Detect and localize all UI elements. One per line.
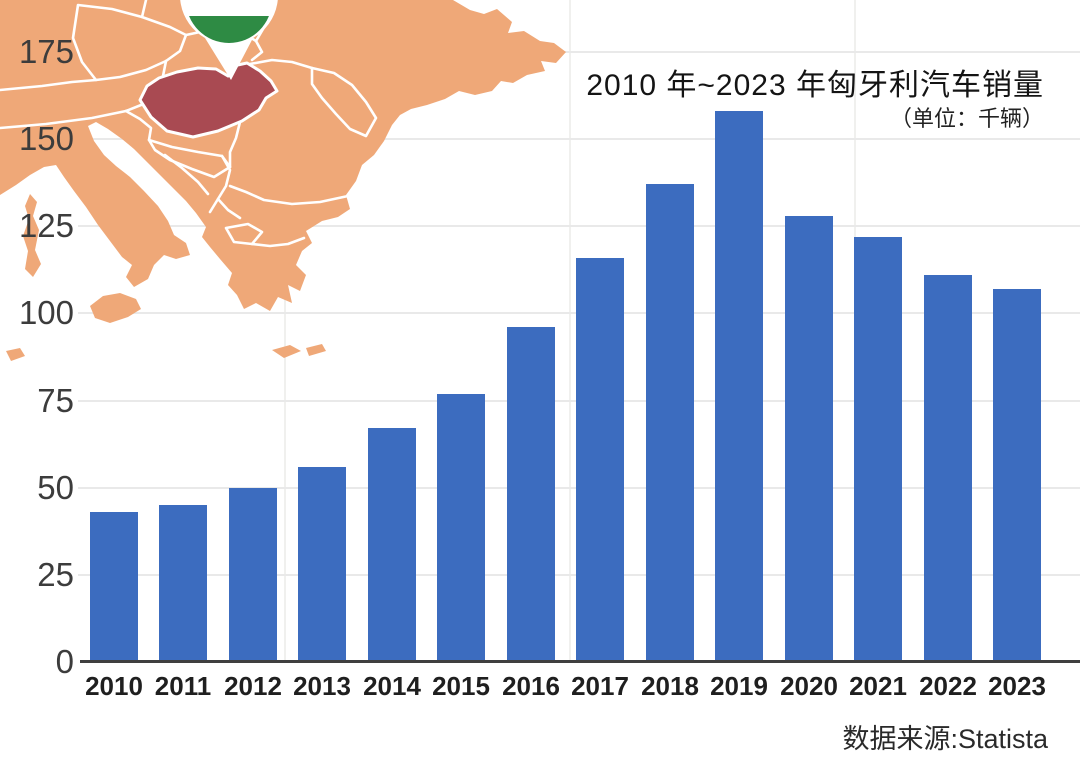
map-islands: [6, 194, 326, 361]
x-axis-label-2017: 2017: [571, 671, 629, 701]
x-axis-label-2022: 2022: [919, 671, 977, 701]
y-axis-tick-label-175: 175: [18, 33, 74, 70]
map-landmass: [0, 0, 566, 311]
x-axis-label-2018: 2018: [641, 671, 699, 701]
chart-unit-note: （单位：千辆）: [889, 107, 1044, 132]
gridline-y-125: [78, 225, 1080, 227]
bar-2012: [229, 488, 277, 662]
y-axis-tick-label-75: 75: [37, 382, 74, 419]
bar-2023: [993, 289, 1041, 662]
chart-title: 2010 年~2023 年匈牙利汽车销量: [586, 69, 1044, 102]
bar-2011: [159, 505, 207, 662]
y-axis-tick-label-0: 0: [55, 643, 74, 680]
x-axis-line: [80, 660, 1080, 663]
y-axis-tick-label-25: 25: [37, 556, 74, 593]
bar-2014: [368, 428, 416, 662]
data-source-label: 数据来源:Statista: [842, 724, 1048, 754]
x-axis-label-2020: 2020: [780, 671, 838, 701]
gridline-vertical: [284, 0, 286, 660]
bar-2015: [437, 394, 485, 662]
gridline-y-150: [78, 138, 1080, 140]
y-axis-tick-label-50: 50: [37, 469, 74, 506]
hungary-shape: [138, 61, 279, 139]
bar-2021: [854, 237, 902, 662]
x-axis-label-2019: 2019: [710, 671, 768, 701]
bar-2013: [298, 467, 346, 662]
x-axis-label-2015: 2015: [432, 671, 490, 701]
x-axis-label-2016: 2016: [502, 671, 560, 701]
bar-2010: [90, 512, 138, 662]
y-axis-tick-label-150: 150: [18, 120, 74, 157]
europe-map: [0, 0, 566, 361]
bar-2022: [924, 275, 972, 662]
x-axis-label-2023: 2023: [988, 671, 1046, 701]
bar-2018: [646, 184, 694, 662]
y-axis-tick-label-100: 100: [18, 294, 74, 331]
bar-2016: [507, 327, 555, 662]
gridline-vertical: [569, 0, 571, 660]
x-axis-label-2013: 2013: [293, 671, 351, 701]
gridline-y-175: [78, 51, 1080, 53]
pin-flag-white-band: [186, 0, 272, 16]
x-axis-label-2014: 2014: [363, 671, 421, 701]
x-axis-label-2011: 2011: [154, 671, 212, 701]
x-axis-label-2012: 2012: [224, 671, 282, 701]
y-axis-tick-label-125: 125: [18, 207, 74, 244]
bar-2017: [576, 258, 624, 662]
bar-2019: [715, 111, 763, 662]
x-axis-label-2021: 2021: [849, 671, 907, 701]
bar-2020: [785, 216, 833, 662]
x-axis-label-2010: 2010: [85, 671, 143, 701]
